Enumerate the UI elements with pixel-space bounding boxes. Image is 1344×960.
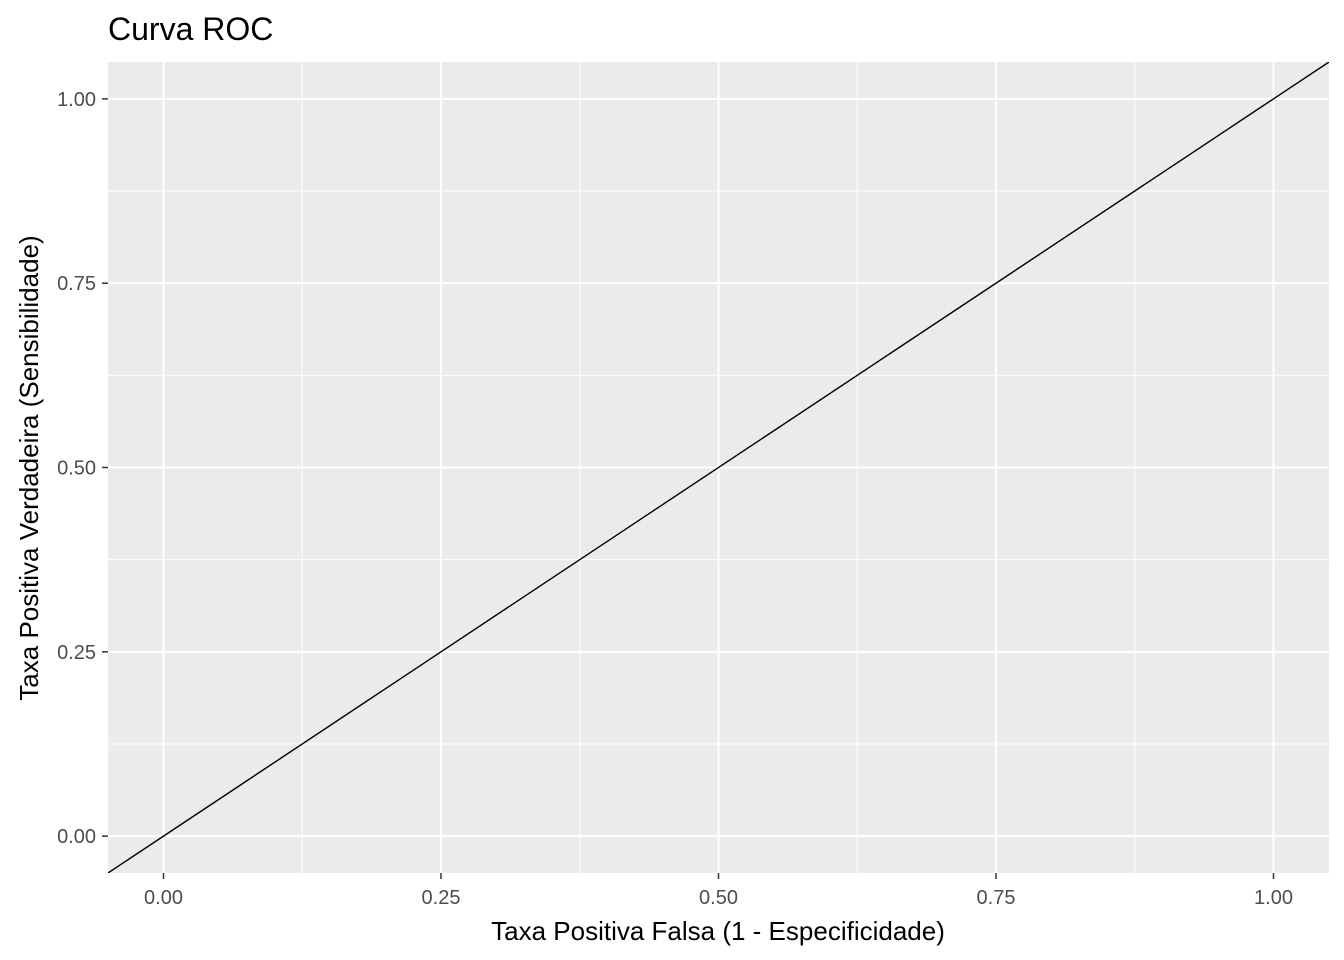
chart-title: Curva ROC bbox=[108, 11, 273, 47]
y-tick-label: 0.50 bbox=[57, 458, 96, 480]
x-axis-title: Taxa Positiva Falsa (1 - Especificidade) bbox=[491, 916, 945, 946]
x-tick-label: 0.75 bbox=[977, 887, 1016, 909]
y-axis-title: Taxa Positiva Verdadeira (Sensibilidade) bbox=[14, 235, 44, 700]
x-axis: 0.00 0.25 0.50 0.75 1.00 bbox=[144, 873, 1293, 909]
x-tick-label: 0.25 bbox=[422, 887, 461, 909]
series-layer bbox=[108, 62, 1329, 873]
x-tick-label: 1.00 bbox=[1254, 887, 1293, 909]
y-tick-label: 0.25 bbox=[57, 642, 96, 664]
y-axis: 0.00 0.25 0.50 0.75 1.00 bbox=[57, 89, 108, 848]
y-tick-label: 0.00 bbox=[57, 826, 96, 848]
x-tick-label: 0.50 bbox=[699, 887, 738, 909]
y-tick-label: 0.75 bbox=[57, 273, 96, 295]
roc-diagonal-line bbox=[108, 62, 1329, 873]
y-tick-label: 1.00 bbox=[57, 89, 96, 111]
x-tick-label: 0.00 bbox=[144, 887, 183, 909]
